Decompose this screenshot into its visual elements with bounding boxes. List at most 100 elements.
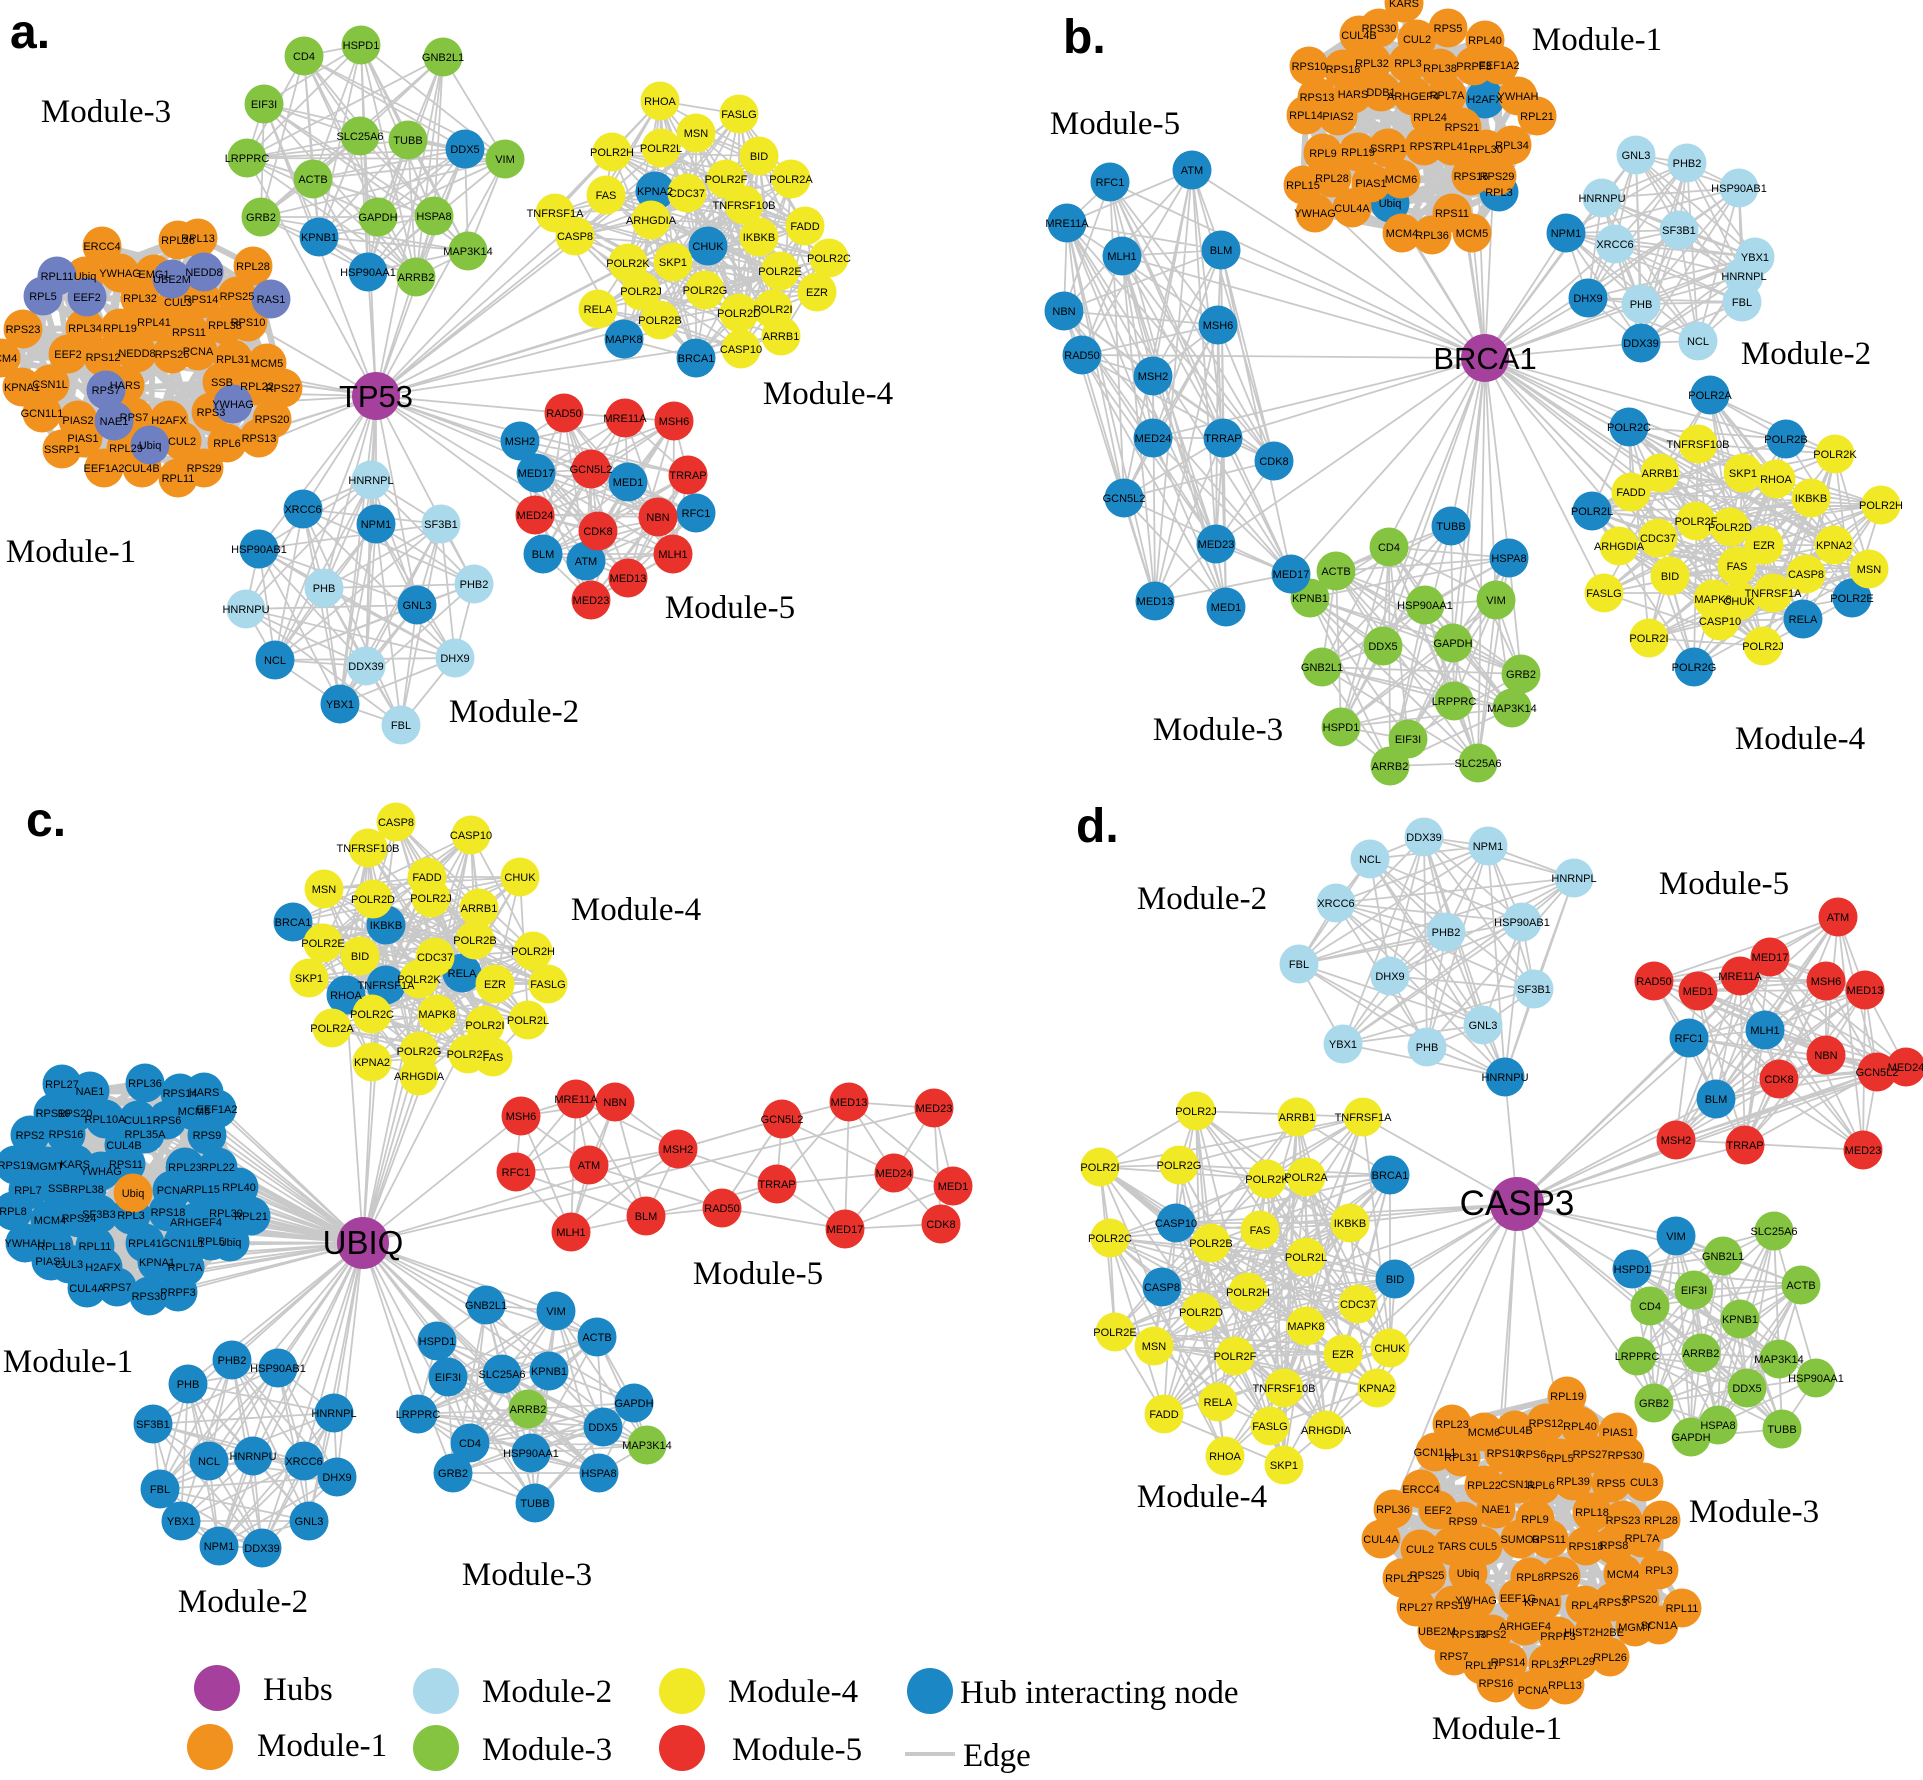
svg-text:MED17: MED17 — [1752, 952, 1789, 964]
svg-text:NEDD8: NEDD8 — [185, 267, 222, 279]
svg-text:HNRNPL: HNRNPL — [1721, 271, 1766, 283]
svg-text:RPS16: RPS16 — [49, 1129, 84, 1141]
svg-text:Module-2: Module-2 — [1137, 881, 1267, 917]
svg-text:MED24: MED24 — [1135, 433, 1172, 445]
svg-text:MCM6: MCM6 — [1385, 174, 1417, 186]
svg-text:POLR2C: POLR2C — [350, 1009, 394, 1021]
svg-text:Module-1: Module-1 — [6, 534, 136, 570]
svg-text:RPS7: RPS7 — [103, 1282, 132, 1294]
svg-text:Edge: Edge — [963, 1738, 1031, 1774]
svg-text:Ubiq: Ubiq — [74, 271, 97, 283]
svg-text:UBIQ: UBIQ — [323, 1224, 404, 1261]
svg-text:MAP3K14: MAP3K14 — [1487, 703, 1537, 715]
svg-text:MRE11A: MRE11A — [603, 413, 647, 425]
svg-text:MSN: MSN — [684, 128, 709, 140]
svg-text:Module-4: Module-4 — [1735, 721, 1865, 757]
svg-text:MED13: MED13 — [1137, 596, 1174, 608]
svg-text:IKBKB: IKBKB — [743, 232, 775, 244]
svg-text:POLR2J: POLR2J — [1742, 641, 1784, 653]
svg-text:MAPK8: MAPK8 — [1287, 1321, 1324, 1333]
svg-text:CDC37: CDC37 — [669, 188, 705, 200]
svg-text:CHUK: CHUK — [692, 241, 724, 253]
svg-text:RPS18: RPS18 — [1569, 1541, 1604, 1553]
svg-text:EIF3I: EIF3I — [251, 99, 277, 111]
svg-text:RPL27: RPL27 — [45, 1079, 79, 1091]
svg-text:CUL3: CUL3 — [55, 1259, 83, 1271]
svg-text:RPS7: RPS7 — [120, 412, 149, 424]
svg-text:POLR2F: POLR2F — [705, 174, 748, 186]
svg-text:HSPA8: HSPA8 — [416, 211, 451, 223]
svg-text:Module-1: Module-1 — [1532, 22, 1662, 58]
svg-text:ARRB1: ARRB1 — [461, 903, 498, 915]
svg-text:MSH6: MSH6 — [1203, 320, 1234, 332]
svg-text:Module-5: Module-5 — [1050, 106, 1180, 142]
svg-text:RPS14: RPS14 — [184, 294, 219, 306]
svg-text:RPL28: RPL28 — [1644, 1515, 1678, 1527]
svg-text:RPL7A: RPL7A — [1430, 90, 1466, 102]
svg-text:RPL13: RPL13 — [181, 233, 215, 245]
svg-text:POLR2H: POLR2H — [590, 147, 634, 159]
svg-text:RPL11: RPL11 — [79, 1241, 112, 1253]
svg-text:MED13: MED13 — [831, 1097, 868, 1109]
svg-text:CHUK: CHUK — [1374, 1343, 1406, 1355]
svg-text:LRPPRC: LRPPRC — [225, 153, 270, 165]
svg-text:RPL31: RPL31 — [216, 354, 250, 366]
svg-text:HNRNPL: HNRNPL — [348, 475, 393, 487]
svg-text:Hubs: Hubs — [263, 1672, 333, 1708]
svg-text:MSN: MSN — [1857, 564, 1882, 576]
svg-text:DDX5: DDX5 — [588, 1422, 617, 1434]
svg-text:POLR2C: POLR2C — [1088, 1233, 1132, 1245]
svg-text:HNRNPU: HNRNPU — [222, 604, 269, 616]
svg-text:GRB2: GRB2 — [246, 212, 276, 224]
svg-text:Hub interacting node: Hub interacting node — [960, 1675, 1239, 1711]
svg-text:ARRB1: ARRB1 — [1642, 468, 1679, 480]
svg-text:SF3B1: SF3B1 — [1662, 225, 1696, 237]
svg-text:VIM: VIM — [546, 1306, 566, 1318]
svg-text:FASLG: FASLG — [530, 979, 565, 991]
svg-text:EZR: EZR — [484, 979, 506, 991]
svg-text:POLR2B: POLR2B — [638, 315, 681, 327]
svg-text:RPL27: RPL27 — [1399, 1602, 1433, 1614]
svg-text:DDX39: DDX39 — [1406, 832, 1441, 844]
svg-text:RPL14: RPL14 — [1289, 110, 1323, 122]
svg-text:MED24: MED24 — [876, 1168, 913, 1180]
svg-text:FBL: FBL — [391, 720, 411, 732]
svg-text:POLR2E: POLR2E — [1093, 1327, 1136, 1339]
svg-text:XRCC6: XRCC6 — [284, 504, 321, 516]
svg-text:Module-4: Module-4 — [1137, 1479, 1267, 1515]
svg-text:KPNA1: KPNA1 — [1524, 1597, 1560, 1609]
svg-text:FBL: FBL — [150, 1484, 170, 1496]
svg-text:SF3B1: SF3B1 — [1517, 984, 1551, 996]
svg-text:KPNB1: KPNB1 — [531, 1366, 567, 1378]
svg-text:MED13: MED13 — [1847, 985, 1884, 997]
svg-text:Module-3: Module-3 — [1153, 712, 1283, 748]
svg-text:VIM: VIM — [495, 154, 515, 166]
svg-text:RPS20: RPS20 — [1623, 1594, 1658, 1606]
svg-text:PHB: PHB — [177, 1379, 200, 1391]
svg-text:POLR2A: POLR2A — [1284, 1172, 1328, 1184]
svg-text:POLR2G: POLR2G — [683, 285, 728, 297]
svg-text:HIST2H2BE: HIST2H2BE — [1564, 1627, 1624, 1639]
svg-text:SF3B1: SF3B1 — [424, 519, 458, 531]
svg-text:RPS13: RPS13 — [1300, 92, 1335, 104]
svg-text:RPS27: RPS27 — [266, 383, 301, 395]
svg-text:Module-3: Module-3 — [462, 1557, 592, 1593]
svg-text:CUL4A: CUL4A — [1334, 203, 1370, 215]
svg-text:RPL41: RPL41 — [128, 1238, 162, 1250]
svg-text:DDX39: DDX39 — [244, 1543, 279, 1555]
svg-text:RPS19: RPS19 — [0, 1160, 32, 1172]
svg-text:YWHAG: YWHAG — [1455, 1595, 1497, 1607]
svg-text:POLR2K: POLR2K — [397, 974, 441, 986]
svg-text:POLR2L: POLR2L — [640, 143, 682, 155]
svg-text:MSH2: MSH2 — [1661, 1135, 1692, 1147]
svg-text:CUL2: CUL2 — [168, 436, 196, 448]
svg-text:BLM: BLM — [1210, 245, 1233, 257]
svg-text:ARHGDIA: ARHGDIA — [394, 1071, 445, 1083]
svg-text:YWHAH: YWHAH — [1498, 91, 1539, 103]
svg-text:POLR2J: POLR2J — [1175, 1106, 1217, 1118]
svg-text:BRCA1: BRCA1 — [678, 353, 715, 365]
svg-text:ARRB1: ARRB1 — [763, 331, 800, 343]
svg-text:RELA: RELA — [448, 968, 477, 980]
svg-text:RPL8: RPL8 — [0, 1206, 27, 1218]
svg-text:VIM: VIM — [1666, 1231, 1686, 1243]
